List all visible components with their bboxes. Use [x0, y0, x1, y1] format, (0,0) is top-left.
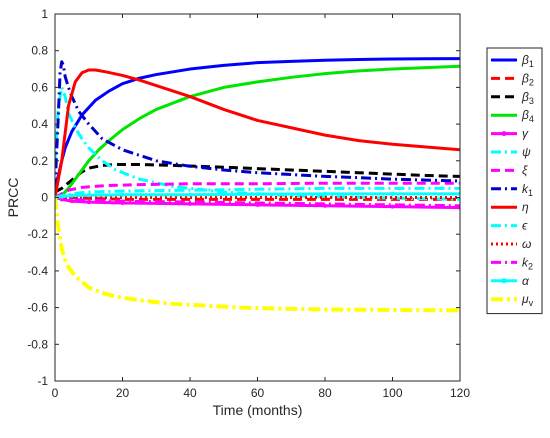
legend-item: η: [491, 200, 529, 214]
legend-box: [486, 47, 543, 315]
series-line: [55, 196, 460, 208]
x-tick-label: 80: [318, 386, 332, 400]
series-point: [188, 192, 192, 197]
legend-item: β3: [491, 90, 534, 106]
legend-label: ξ: [522, 163, 528, 177]
x-tick-label: 120: [450, 386, 470, 400]
legend-marker: [501, 131, 507, 137]
legend-marker: [501, 278, 507, 284]
series-line: [55, 197, 460, 313]
legend-item: μv: [491, 292, 534, 308]
series-point: [69, 199, 74, 204]
y-tick-label: -0.2: [27, 227, 48, 241]
legend-item: β1: [491, 53, 534, 69]
series-line: [55, 60, 460, 189]
series-1: [55, 57, 460, 189]
y-axis-label: PRCC: [5, 178, 21, 218]
legend-label: α: [522, 274, 530, 288]
legend-item: β2: [491, 71, 534, 87]
series-8: [55, 60, 460, 189]
series-13: [55, 191, 460, 200]
series-10: [55, 186, 460, 199]
series-line: [55, 196, 460, 201]
series-line: [55, 181, 460, 199]
series-point: [120, 192, 125, 197]
series-point: [255, 192, 260, 197]
y-tick-label: -1: [37, 374, 48, 388]
legend-item: ξ: [491, 163, 528, 177]
x-tick-label: 40: [183, 386, 197, 400]
series-line: [55, 68, 460, 198]
series-line: [55, 57, 460, 189]
x-tick-label: 100: [382, 386, 402, 400]
x-axis-ticks: 0 20 40 60 80 100 120: [52, 14, 470, 400]
series-point: [86, 193, 91, 198]
series-point: [69, 193, 74, 198]
series-2: [55, 196, 460, 201]
y-tick-label: -0.6: [27, 301, 48, 315]
legend: β1 β2 β3 β4 γψξ k1 ηϵω k2 α μv: [486, 47, 543, 315]
x-tick-label: 0: [52, 386, 59, 400]
legend-label: β2: [521, 71, 534, 87]
series-9: [55, 68, 460, 198]
series-point: [59, 194, 64, 199]
legend-item: γ: [491, 127, 529, 141]
legend-label: γ: [522, 127, 529, 141]
series-14: [55, 197, 460, 313]
y-tick-label: 0: [41, 191, 48, 205]
legend-item: ϵ: [491, 219, 528, 233]
legend-label: k2: [522, 255, 533, 271]
legend-label: ω: [522, 237, 531, 251]
y-tick-label: 1: [41, 7, 48, 21]
series-3: [55, 162, 460, 194]
x-tick-label: 60: [251, 386, 265, 400]
legend-label: μv: [521, 292, 534, 308]
series-line: [55, 64, 460, 199]
legend-item: ψ: [491, 145, 531, 159]
series-line: [55, 192, 460, 199]
series-point: [390, 191, 395, 196]
x-axis-label: Time (months): [213, 402, 303, 418]
legend-label: β3: [521, 90, 534, 106]
legend-label: η: [522, 200, 529, 214]
legend-item: k2: [491, 255, 533, 271]
series-line: [55, 162, 460, 194]
series-line: [55, 196, 460, 210]
y-axis-ticks: -1 -0.8 -0.6 -0.4 -0.2 0 0.2 0.4 0.6 0.8 1: [27, 7, 460, 388]
series-7: [55, 181, 460, 199]
legend-item: k1: [491, 182, 533, 198]
legend-item: β4: [491, 108, 534, 124]
legend-label: k1: [522, 182, 533, 198]
series-point: [390, 204, 395, 209]
series-12: [55, 196, 460, 208]
x-tick-label: 20: [116, 386, 130, 400]
series-4: [55, 64, 460, 199]
y-tick-label: -0.4: [27, 264, 48, 278]
series-layer: [55, 57, 460, 313]
legend-label: ϵ: [522, 219, 528, 233]
series-line: [55, 186, 460, 199]
series-point: [323, 191, 327, 196]
y-tick-label: 0.2: [31, 154, 48, 168]
y-tick-label: 0.8: [31, 44, 48, 58]
legend-label: β4: [521, 108, 534, 124]
y-tick-label: 0.4: [31, 117, 48, 131]
legend-item: α: [491, 274, 530, 288]
legend-item: ω: [491, 237, 531, 251]
y-tick-label: -0.8: [27, 337, 48, 351]
y-tick-label: 0.6: [31, 80, 48, 94]
legend-label: β1: [521, 53, 534, 69]
legend-label: ψ: [522, 145, 531, 159]
